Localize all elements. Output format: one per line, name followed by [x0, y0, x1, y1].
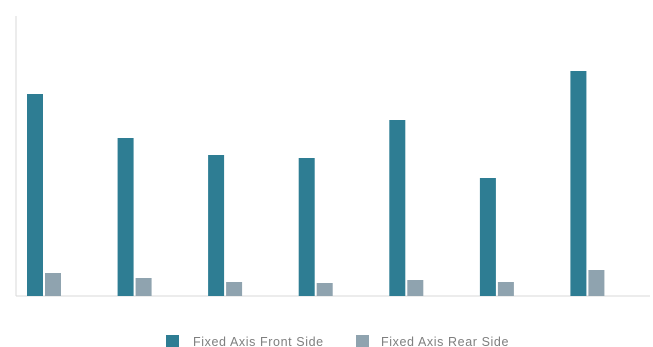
bar-front-3 [208, 155, 225, 296]
legend-swatch-rear [356, 335, 369, 347]
plot-area [15, 16, 650, 297]
bar-rear-4 [316, 283, 333, 296]
bar-rear-6 [497, 282, 514, 296]
bar-rear-3 [226, 282, 243, 296]
bar-front-4 [298, 158, 315, 296]
bar-rear-1 [45, 273, 61, 296]
bar-front-6 [479, 178, 496, 296]
legend-item-front: Fixed Axis Front Side [166, 335, 324, 347]
bar-rear-7 [588, 270, 605, 296]
legend-label-rear: Fixed Axis Rear Side [381, 335, 509, 347]
legend-swatch-front [166, 335, 179, 347]
bar-front-7 [570, 71, 587, 296]
legend: Fixed Axis Front Side Fixed Axis Rear Si… [166, 335, 509, 347]
legend-label-front: Fixed Axis Front Side [193, 335, 324, 347]
bar-front-1 [27, 94, 43, 296]
bar-front-5 [389, 120, 406, 296]
bar-rear-2 [135, 278, 152, 296]
bar-rear-5 [407, 280, 424, 296]
bar-front-2 [117, 138, 134, 296]
legend-item-rear: Fixed Axis Rear Side [356, 335, 509, 347]
bars-group [27, 71, 605, 296]
